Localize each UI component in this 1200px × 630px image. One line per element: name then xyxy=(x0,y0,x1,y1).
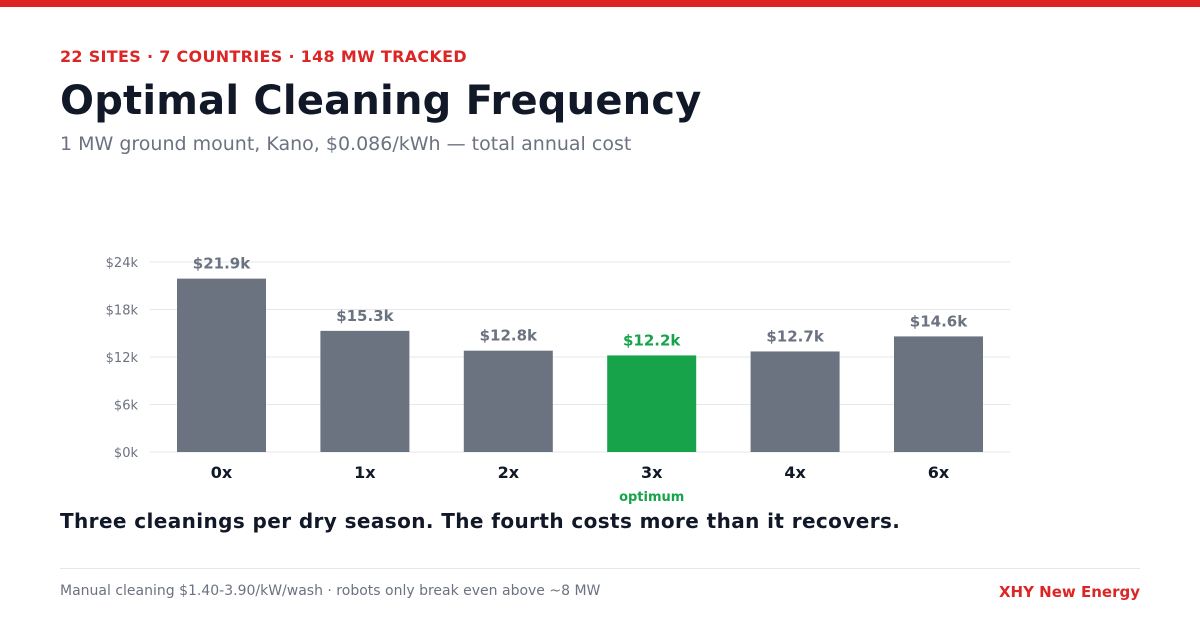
bar-value-label: $12.7k xyxy=(766,327,824,345)
top-accent-bar xyxy=(0,0,1200,7)
bar xyxy=(750,351,840,452)
y-tick-label: $6k xyxy=(114,399,139,414)
x-tick-label: 4x xyxy=(784,463,806,482)
bar xyxy=(894,336,983,452)
grid-layer: $0k $6k $12k $18k $24k xyxy=(106,256,1010,461)
bar-value-label: $12.8k xyxy=(480,327,538,345)
kicker: 22 SITES · 7 COUNTRIES · 148 MW TRACKED xyxy=(60,47,467,66)
footnote: Manual cleaning $1.40-3.90/kW/wash · rob… xyxy=(60,583,601,599)
bar-value-label: $14.6k xyxy=(910,312,968,330)
bar xyxy=(463,350,553,452)
subtitle: 1 MW ground mount, Kano, $0.086/kWh — to… xyxy=(60,133,632,155)
brand-name: XHY New Energy xyxy=(998,583,1140,601)
x-tick-label: 6x xyxy=(928,463,950,482)
page-title: Optimal Cleaning Frequency xyxy=(60,78,702,124)
x-tick-label: 3x xyxy=(641,463,663,482)
bar-layer: $21.9k 0x $15.3k 1x $12.8k 2x $12.2k 3x optimum $… xyxy=(177,255,983,505)
bar xyxy=(320,330,410,452)
bar-highlight xyxy=(607,355,697,452)
x-tick-label: 1x xyxy=(354,463,376,482)
bar-value-label: $15.3k xyxy=(336,307,394,325)
y-tick-label: $12k xyxy=(106,351,139,366)
optimum-annotation: optimum xyxy=(619,490,684,505)
bar-value-label: $21.9k xyxy=(193,255,251,273)
x-tick-label: 2x xyxy=(498,463,520,482)
y-tick-label: $24k xyxy=(106,256,139,271)
takeaway: Three cleanings per dry season. The four… xyxy=(60,509,901,533)
footer-divider xyxy=(60,568,1140,569)
x-tick-label: 0x xyxy=(211,463,233,482)
y-tick-label: $0k xyxy=(114,446,139,461)
bar xyxy=(177,278,266,452)
bar-value-label: $12.2k xyxy=(623,331,681,349)
y-tick-label: $18k xyxy=(106,304,139,319)
